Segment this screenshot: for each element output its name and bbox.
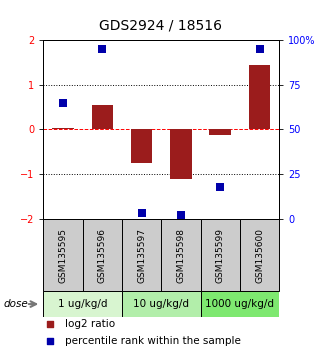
Text: 10 ug/kg/d: 10 ug/kg/d	[133, 299, 189, 309]
Text: GSM135598: GSM135598	[177, 228, 186, 282]
Text: GSM135600: GSM135600	[255, 228, 264, 282]
Text: 1 ug/kg/d: 1 ug/kg/d	[58, 299, 108, 309]
Bar	[210, 130, 231, 135]
Point	[60, 100, 65, 105]
Bar	[43, 291, 122, 317]
Point	[218, 184, 223, 189]
Point	[48, 321, 53, 327]
Bar	[161, 219, 201, 291]
Text: GSM135595: GSM135595	[58, 228, 67, 282]
Text: GDS2924 / 18516: GDS2924 / 18516	[99, 19, 222, 33]
Bar	[240, 219, 279, 291]
Text: GSM135597: GSM135597	[137, 228, 146, 282]
Bar	[201, 291, 279, 317]
Bar	[122, 291, 201, 317]
Point	[178, 212, 184, 218]
Point	[139, 211, 144, 216]
Text: 1000 ug/kg/d: 1000 ug/kg/d	[205, 299, 274, 309]
Bar	[91, 105, 113, 130]
Bar	[131, 130, 152, 163]
Bar	[43, 219, 83, 291]
Bar	[122, 219, 161, 291]
Bar	[52, 129, 74, 130]
Text: GSM135599: GSM135599	[216, 228, 225, 282]
Point	[257, 46, 262, 52]
Text: dose: dose	[3, 299, 28, 309]
Text: log2 ratio: log2 ratio	[65, 319, 115, 329]
Text: percentile rank within the sample: percentile rank within the sample	[65, 336, 240, 346]
Text: GSM135596: GSM135596	[98, 228, 107, 282]
Bar	[249, 64, 270, 130]
Point	[100, 46, 105, 52]
Bar	[170, 130, 192, 178]
Bar	[201, 219, 240, 291]
Point	[48, 338, 53, 344]
Bar	[83, 219, 122, 291]
